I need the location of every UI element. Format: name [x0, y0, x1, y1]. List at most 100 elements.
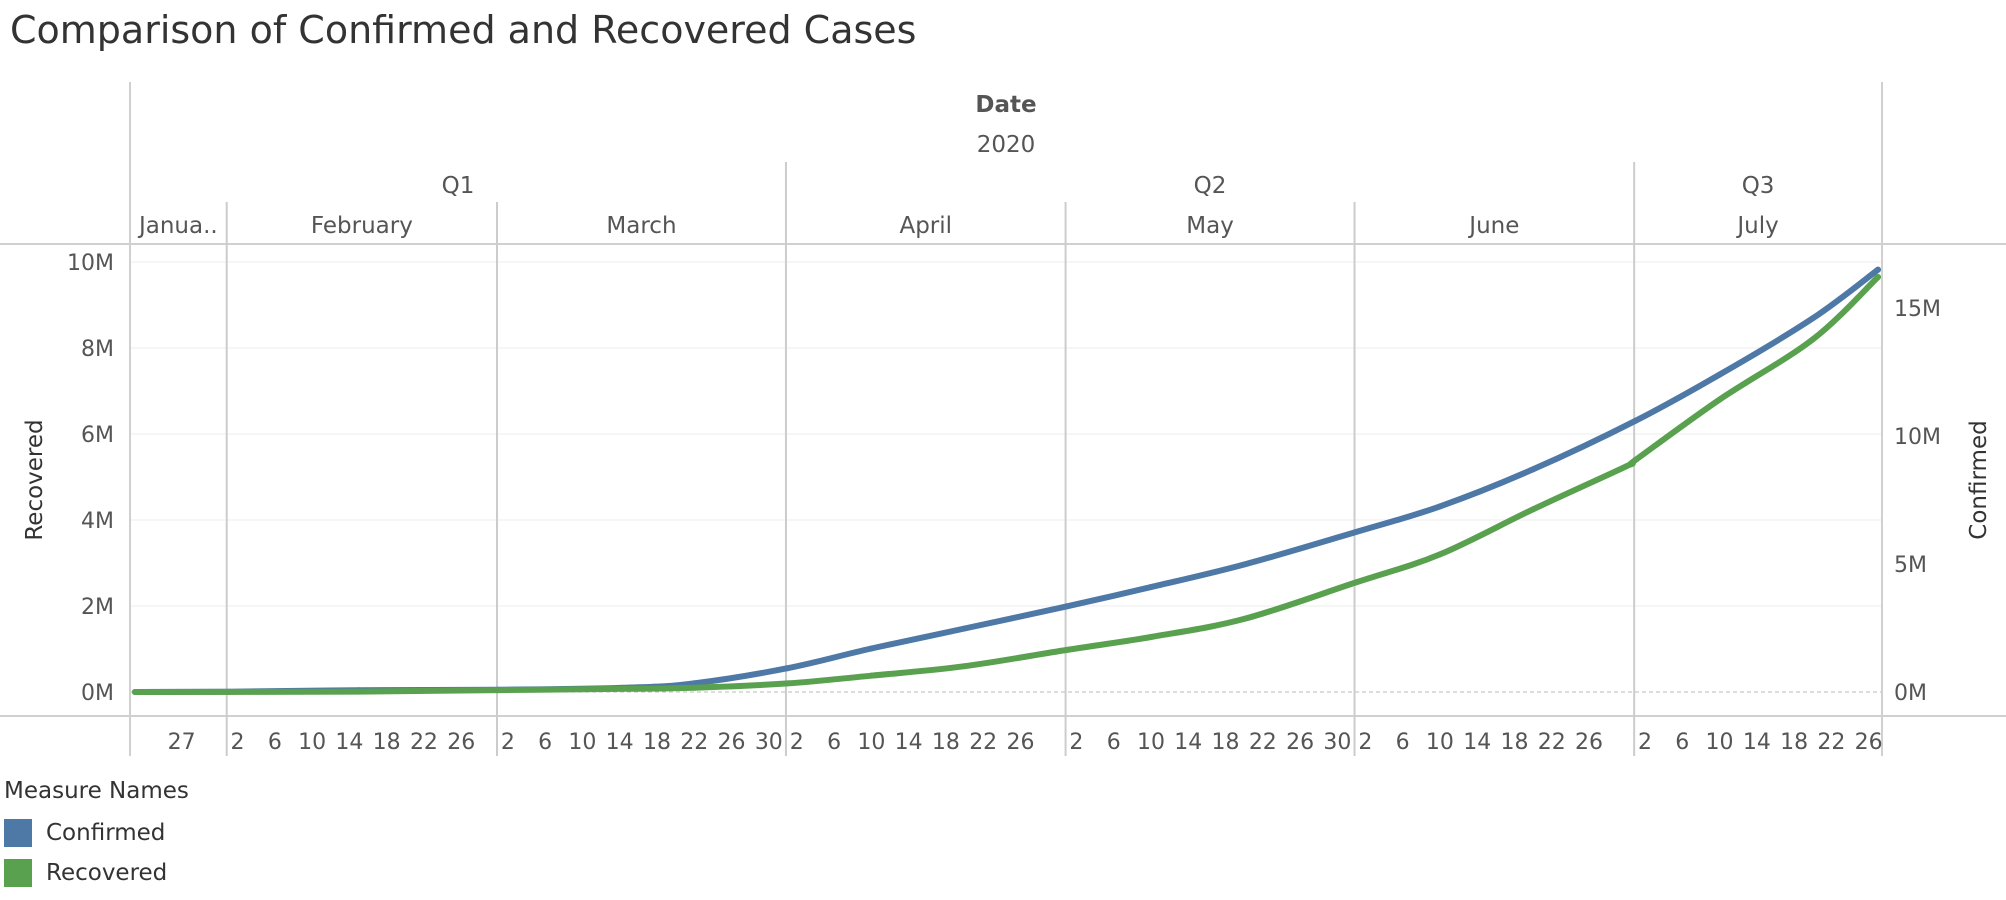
- x-tick-label: 2: [1069, 730, 1083, 755]
- data-point-confirmed[interactable]: [784, 665, 791, 672]
- data-point-recovered[interactable]: [1530, 506, 1537, 513]
- x-tick-label: 10: [857, 730, 885, 755]
- y-left-axis-title: Recovered: [22, 419, 48, 540]
- data-point-recovered[interactable]: [1436, 551, 1443, 558]
- x-tick-label: 30: [1323, 730, 1351, 755]
- x-tick-label: 18: [643, 730, 671, 755]
- data-point-confirmed[interactable]: [1809, 315, 1816, 322]
- data-point-confirmed[interactable]: [1716, 371, 1723, 378]
- y-left-tick-label: 4M: [81, 509, 114, 534]
- data-point-confirmed[interactable]: [1530, 466, 1537, 473]
- y-left-tick-label: 6M: [81, 423, 114, 448]
- chart-frame: [0, 82, 2006, 756]
- date-header: Date 2020 Q1 Q2 Q3 Janua.. February March April M…: [137, 92, 1779, 239]
- data-point-recovered[interactable]: [1623, 463, 1630, 470]
- x-tick-label: 6: [268, 730, 282, 755]
- x-tick-label: 22: [1538, 730, 1566, 755]
- x-tick-label: 2: [501, 730, 515, 755]
- y-left-tick-label: 10M: [67, 251, 114, 276]
- x-tick-label: 6: [1396, 730, 1410, 755]
- x-tick-label: 10: [1706, 730, 1734, 755]
- x-tick-label: 10: [1137, 730, 1165, 755]
- y-left-tick-label: 0M: [81, 681, 114, 706]
- quarter-label: Q2: [1194, 173, 1227, 199]
- data-point-recovered[interactable]: [1353, 579, 1360, 586]
- x-tick-label: 6: [1675, 730, 1689, 755]
- legend-item-recovered[interactable]: Recovered: [4, 858, 189, 888]
- data-point-recovered[interactable]: [868, 672, 875, 679]
- data-point-recovered[interactable]: [132, 689, 138, 695]
- series-line-recovered[interactable]: [132, 274, 1881, 695]
- x-tick-label: 26: [718, 730, 746, 755]
- x-tick-label: 14: [1743, 730, 1771, 755]
- x-tick-label: 22: [410, 730, 438, 755]
- data-point-recovered[interactable]: [495, 687, 502, 694]
- month-label: Janua..: [137, 213, 218, 239]
- month-label: April: [899, 213, 952, 239]
- year-label: 2020: [977, 132, 1036, 158]
- x-tick-label: 6: [538, 730, 552, 755]
- x-tick-label: 10: [1426, 730, 1454, 755]
- quarter-label: Q1: [442, 173, 475, 199]
- axes: 27 2 6 10 14 18 22 26 2 6 10 14 18 22 26 30 2 6 10 14 18 22 26…: [22, 251, 1992, 755]
- x-tick-label: 18: [1500, 730, 1528, 755]
- data-point-confirmed[interactable]: [1353, 529, 1360, 536]
- x-tick-label: 14: [1174, 730, 1202, 755]
- data-point-recovered[interactable]: [1064, 646, 1071, 653]
- data-point-confirmed[interactable]: [868, 645, 875, 652]
- x-tick-label: 26: [1575, 730, 1603, 755]
- data-point-recovered[interactable]: [1632, 456, 1639, 463]
- x-tick-label: 26: [447, 730, 475, 755]
- data-point-recovered[interactable]: [1809, 336, 1816, 343]
- data-point-confirmed[interactable]: [1436, 503, 1443, 510]
- y-right-tick-label: 10M: [1894, 425, 1941, 450]
- x-tick-label: 14: [606, 730, 634, 755]
- data-point-recovered[interactable]: [691, 684, 698, 691]
- x-tick-label: 27: [168, 730, 196, 755]
- y-right-tick-label: 15M: [1894, 297, 1941, 322]
- data-point-confirmed[interactable]: [1147, 584, 1154, 591]
- data-point-confirmed[interactable]: [961, 625, 968, 632]
- grid-lines: [130, 261, 1882, 693]
- data-point-recovered[interactable]: [1875, 274, 1881, 281]
- quarter-label: Q3: [1742, 173, 1775, 199]
- y-right-tick-label: 5M: [1894, 553, 1927, 578]
- data-point-confirmed[interactable]: [1632, 417, 1639, 424]
- month-label: June: [1467, 213, 1519, 239]
- month-label: March: [606, 213, 676, 239]
- legend-swatch-confirmed: [4, 819, 32, 847]
- x-tick-label: 10: [298, 730, 326, 755]
- x-tick-label: 14: [895, 730, 923, 755]
- data-point-confirmed[interactable]: [1064, 603, 1071, 610]
- legend: Measure Names Confirmed Recovered: [4, 778, 189, 898]
- data-point-recovered[interactable]: [1241, 615, 1248, 622]
- data-point-recovered[interactable]: [626, 685, 633, 692]
- x-tick-label: 26: [1855, 730, 1883, 755]
- data-point-recovered[interactable]: [1716, 396, 1723, 403]
- data-point-confirmed[interactable]: [1875, 266, 1881, 273]
- data-point-recovered[interactable]: [961, 663, 968, 670]
- legend-item-confirmed[interactable]: Confirmed: [4, 818, 189, 848]
- x-tick-label: 10: [568, 730, 596, 755]
- data-point-confirmed[interactable]: [1241, 561, 1248, 568]
- month-label: February: [311, 213, 413, 239]
- x-tick-label: 2: [231, 730, 245, 755]
- x-tick-label: 6: [827, 730, 841, 755]
- x-tick-label: 22: [1817, 730, 1845, 755]
- legend-title: Measure Names: [4, 778, 189, 804]
- x-tick-label: 22: [969, 730, 997, 755]
- data-point-recovered[interactable]: [784, 680, 791, 687]
- x-tick-label: 26: [1006, 730, 1034, 755]
- x-tick-label: 14: [335, 730, 363, 755]
- legend-label-recovered: Recovered: [46, 860, 168, 886]
- x-tick-label: 22: [1249, 730, 1277, 755]
- x-tick-label: 2: [1358, 730, 1372, 755]
- x-tick-label: 18: [1212, 730, 1240, 755]
- data-point-recovered[interactable]: [355, 688, 362, 695]
- data-point-recovered[interactable]: [1147, 633, 1154, 640]
- series-line-confirmed[interactable]: [132, 266, 1881, 695]
- month-label: May: [1186, 213, 1234, 239]
- series-lines[interactable]: [132, 266, 1881, 695]
- x-tick-label: 26: [1286, 730, 1314, 755]
